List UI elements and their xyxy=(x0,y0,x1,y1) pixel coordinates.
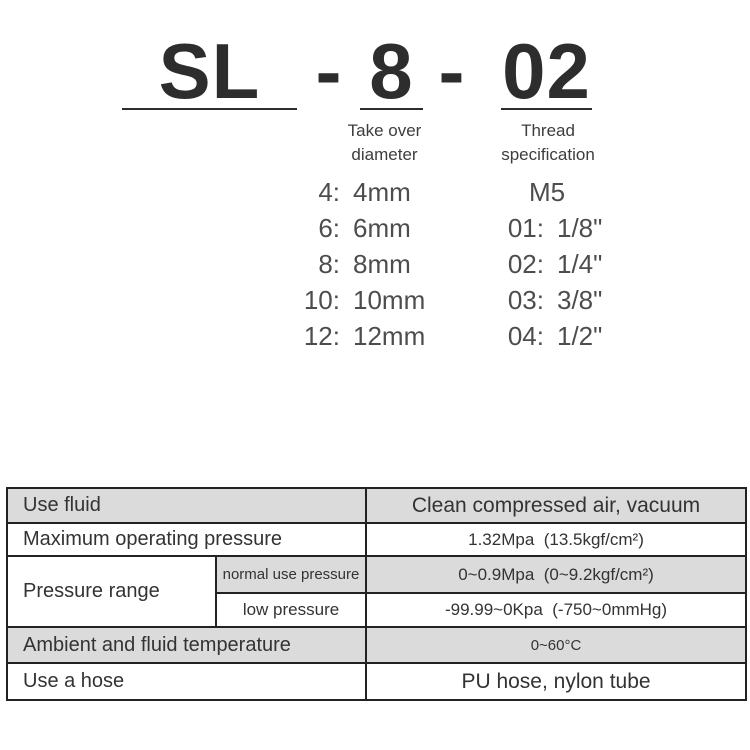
spec-label-use-fluid: Use fluid xyxy=(6,487,367,524)
diameter-option: 4: 4mm xyxy=(266,174,452,210)
spec-row-ambient-temperature: Ambient and fluid temperature 0~60°C xyxy=(6,626,747,664)
diameter-option-code: 8: xyxy=(318,249,340,279)
spec-value-use-fluid: Clean compressed air, vacuum xyxy=(365,487,747,524)
spec-row-hose: Use a hose PU hose, nylon tube xyxy=(6,662,747,701)
thread-option: 03: 3/8" xyxy=(452,282,642,318)
spec-value-max-pressure: 1.32Mpa (13.5kgf/cm²) xyxy=(365,522,747,557)
spec-sublabel-normal-pressure: normal use pressure xyxy=(215,555,367,594)
spec-row-max-pressure: Maximum operating pressure 1.32Mpa (13.5… xyxy=(6,522,747,557)
diameter-option: 8: 8mm xyxy=(266,246,452,282)
thread-option: 02: 1/4" xyxy=(452,246,642,282)
thread-title-line1: Thread xyxy=(521,121,575,140)
model-diameter-code: 8 xyxy=(360,32,423,110)
thread-option-value: M5 xyxy=(528,177,566,207)
dash-separator-2: - xyxy=(438,27,466,115)
thread-option-code: 02: xyxy=(507,249,544,279)
diameter-option-value: 12mm xyxy=(353,321,426,351)
diameter-option-code: 4: xyxy=(318,177,340,207)
diameter-legend-list: 4: 4mm 6: 6mm 8: 8mm 10: 10mm 12: 12mm xyxy=(266,174,452,354)
thread-option: 01: 1/8" xyxy=(452,210,642,246)
spec-label-ambient-temperature: Ambient and fluid temperature xyxy=(6,626,367,664)
spec-label-max-pressure: Maximum operating pressure xyxy=(6,522,367,557)
thread-option-value: 1/8" xyxy=(557,213,603,243)
thread-option-code: 04: xyxy=(507,321,544,351)
diameter-option: 10: 10mm xyxy=(266,282,452,318)
thread-option-code: 03: xyxy=(507,285,544,315)
thread-legend-title: Thread specification xyxy=(457,119,639,167)
model-thread-code: 02 xyxy=(501,27,592,115)
thread-title-line2: specification xyxy=(501,145,595,164)
diameter-option: 6: 6mm xyxy=(266,210,452,246)
diameter-option-value: 6mm xyxy=(353,213,411,243)
diameter-option: 12: 12mm xyxy=(266,318,452,354)
diameter-title-line2: diameter xyxy=(351,145,418,164)
spec-row-normal-pressure: Pressure range normal use pressure 0~0.9… xyxy=(6,555,747,628)
thread-option: 04: 1/2" xyxy=(452,318,642,354)
thread-option: M5 xyxy=(452,174,642,210)
spec-row-low-pressure: low pressure -99.99~0Kpa (-750~0mmHg) xyxy=(7,592,747,628)
spec-label-hose: Use a hose xyxy=(6,662,367,701)
thread-option-value: 1/4" xyxy=(557,249,603,279)
spec-value-normal-pressure: 0~0.9Mpa (0~9.2kgf/cm²) xyxy=(365,555,747,594)
model-series-code: SL xyxy=(122,32,297,110)
diameter-option-code: 10: xyxy=(303,285,340,315)
thread-option-value: 3/8" xyxy=(557,285,603,315)
spec-table: Use fluid Clean compressed air, vacuum M… xyxy=(6,487,747,701)
spec-value-low-pressure: -99.99~0Kpa (-750~0mmHg) xyxy=(365,592,747,628)
diameter-title-line1: Take over xyxy=(347,121,422,140)
diameter-option-value: 4mm xyxy=(353,177,411,207)
diameter-option-value: 10mm xyxy=(353,285,426,315)
diameter-legend-title: Take over diameter xyxy=(307,119,462,167)
spec-sublabel-low-pressure: low pressure xyxy=(215,592,367,628)
diameter-option-code: 12: xyxy=(303,321,340,351)
spec-label-pressure-range: Pressure range xyxy=(6,555,217,628)
thread-option-code: 01: xyxy=(507,213,544,243)
thread-legend-list: M5 01: 1/8" 02: 1/4" 03: 3/8" 04: 1/2" xyxy=(452,174,642,354)
spec-row-use-fluid: Use fluid Clean compressed air, vacuum xyxy=(6,487,747,524)
thread-option-value: 1/2" xyxy=(557,321,603,351)
diameter-option-code: 6: xyxy=(318,213,340,243)
dash-separator-1: - xyxy=(315,27,343,115)
diameter-option-value: 8mm xyxy=(353,249,411,279)
spec-value-ambient-temperature: 0~60°C xyxy=(365,626,747,664)
spec-value-hose: PU hose, nylon tube xyxy=(365,662,747,701)
